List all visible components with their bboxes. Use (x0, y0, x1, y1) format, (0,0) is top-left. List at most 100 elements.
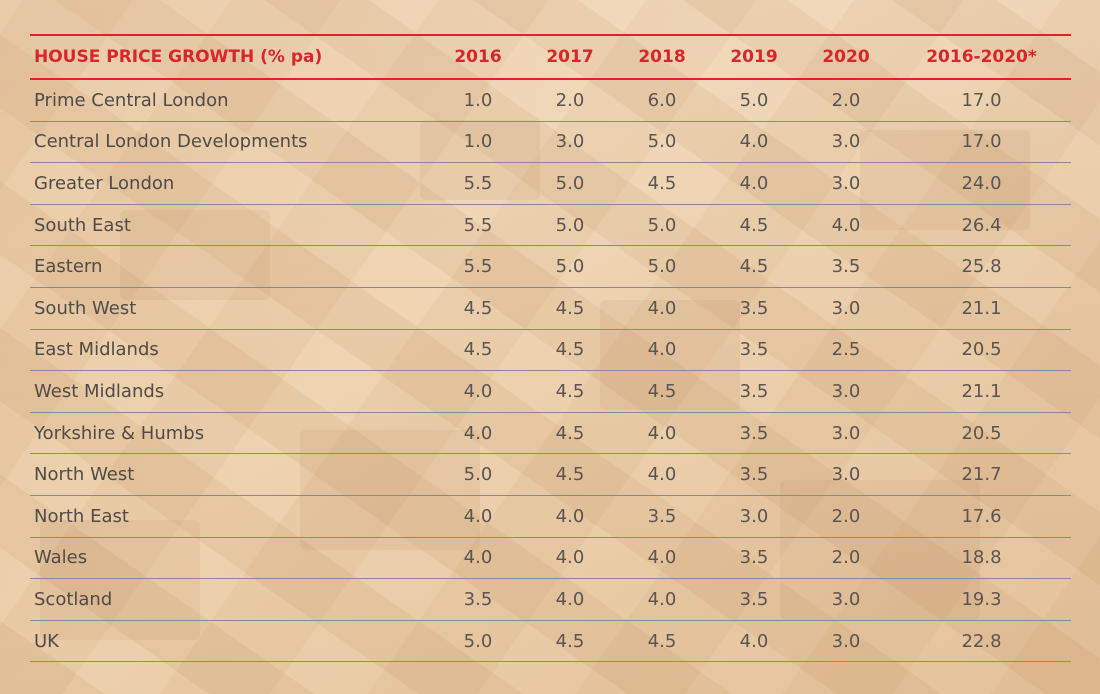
annual-growth-cell: 4.0 (708, 620, 800, 663)
annual-growth-cell: 2.0 (800, 537, 892, 580)
region-name-cell: West Midlands (30, 370, 432, 413)
annual-growth-cell: 4.0 (432, 412, 524, 455)
column-header-2016-2020: 2016-2020* (892, 34, 1071, 80)
table-row: North West 5.0 4.5 4.0 3.5 3.0 21.7 (30, 453, 1071, 496)
annual-growth-cell: 4.5 (524, 287, 616, 330)
annual-growth-cell: 4.5 (524, 412, 616, 455)
cumulative-growth-cell: 22.8 (892, 620, 1071, 663)
region-name-cell: Central London Developments (30, 121, 432, 164)
annual-growth-cell: 4.0 (616, 453, 708, 496)
cumulative-growth-cell: 17.0 (892, 121, 1071, 164)
table-row: Wales 4.0 4.0 4.0 3.5 2.0 18.8 (30, 537, 1071, 580)
column-header-2020: 2020 (800, 34, 892, 80)
annual-growth-cell: 3.0 (800, 287, 892, 330)
annual-growth-cell: 3.5 (616, 495, 708, 538)
cumulative-growth-cell: 19.3 (892, 578, 1071, 621)
annual-growth-cell: 2.0 (800, 79, 892, 122)
region-name-cell: Greater London (30, 162, 432, 205)
annual-growth-cell: 3.0 (800, 453, 892, 496)
cumulative-growth-cell: 26.4 (892, 204, 1071, 247)
annual-growth-cell: 5.0 (524, 162, 616, 205)
annual-growth-cell: 4.5 (524, 620, 616, 663)
annual-growth-cell: 4.5 (616, 620, 708, 663)
annual-growth-cell: 3.5 (708, 537, 800, 580)
region-name-cell: Prime Central London (30, 79, 432, 122)
annual-growth-cell: 4.5 (708, 204, 800, 247)
annual-growth-cell: 4.0 (708, 121, 800, 164)
column-header-2019: 2019 (708, 34, 800, 80)
column-header-2018: 2018 (616, 34, 708, 80)
cumulative-growth-cell: 24.0 (892, 162, 1071, 205)
annual-growth-cell: 5.0 (616, 245, 708, 288)
column-header-2016: 2016 (432, 34, 524, 80)
cumulative-growth-cell: 17.0 (892, 79, 1071, 122)
annual-growth-cell: 3.5 (800, 245, 892, 288)
region-name-cell: South West (30, 287, 432, 330)
annual-growth-cell: 4.0 (616, 329, 708, 372)
annual-growth-cell: 3.0 (800, 121, 892, 164)
annual-growth-cell: 5.5 (432, 162, 524, 205)
annual-growth-cell: 5.5 (432, 204, 524, 247)
annual-growth-cell: 1.0 (432, 79, 524, 122)
annual-growth-cell: 3.5 (708, 329, 800, 372)
annual-growth-cell: 4.5 (432, 287, 524, 330)
annual-growth-cell: 4.0 (524, 578, 616, 621)
region-name-cell: Wales (30, 537, 432, 580)
cumulative-growth-cell: 21.1 (892, 370, 1071, 413)
table-row: Greater London 5.5 5.0 4.5 4.0 3.0 24.0 (30, 162, 1071, 205)
annual-growth-cell: 4.5 (708, 245, 800, 288)
annual-growth-cell: 4.5 (524, 329, 616, 372)
region-name-cell: South East (30, 204, 432, 247)
table-row: Scotland 3.5 4.0 4.0 3.5 3.0 19.3 (30, 578, 1071, 621)
cumulative-growth-cell: 21.1 (892, 287, 1071, 330)
table-body: Prime Central London 1.0 2.0 6.0 5.0 2.0 17.0 C… (30, 79, 1071, 663)
region-name-cell: East Midlands (30, 329, 432, 372)
annual-growth-cell: 4.5 (524, 453, 616, 496)
column-header-region: HOUSE PRICE GROWTH (% pa) (30, 34, 432, 80)
annual-growth-cell: 3.5 (432, 578, 524, 621)
annual-growth-cell: 5.0 (432, 620, 524, 663)
table-row: Central London Developments 1.0 3.0 5.0 4.0 3… (30, 121, 1071, 164)
annual-growth-cell: 4.0 (616, 537, 708, 580)
table-row: Yorkshire & Humbs 4.0 4.5 4.0 3.5 3.0 20.5 (30, 412, 1071, 455)
annual-growth-cell: 3.0 (800, 162, 892, 205)
annual-growth-cell: 5.0 (524, 204, 616, 247)
annual-growth-cell: 2.5 (800, 329, 892, 372)
annual-growth-cell: 3.0 (800, 578, 892, 621)
annual-growth-cell: 5.0 (524, 245, 616, 288)
annual-growth-cell: 4.0 (432, 370, 524, 413)
annual-growth-cell: 3.0 (524, 121, 616, 164)
cumulative-growth-cell: 20.5 (892, 329, 1071, 372)
table-row: South West 4.5 4.5 4.0 3.5 3.0 21.1 (30, 287, 1071, 330)
annual-growth-cell: 4.0 (616, 412, 708, 455)
table-row: South East 5.5 5.0 5.0 4.5 4.0 26.4 (30, 204, 1071, 247)
table-header: HOUSE PRICE GROWTH (% pa) 2016 2017 2018 201… (30, 34, 1071, 80)
house-price-growth-table: HOUSE PRICE GROWTH (% pa) 2016 2017 2018 201… (30, 34, 1071, 663)
annual-growth-cell: 3.5 (708, 287, 800, 330)
cumulative-growth-cell: 21.7 (892, 453, 1071, 496)
annual-growth-cell: 3.5 (708, 453, 800, 496)
annual-growth-cell: 3.0 (800, 370, 892, 413)
cumulative-growth-cell: 20.5 (892, 412, 1071, 455)
table-row: Prime Central London 1.0 2.0 6.0 5.0 2.0 17.0 (30, 79, 1071, 122)
column-header-2017: 2017 (524, 34, 616, 80)
annual-growth-cell: 4.5 (524, 370, 616, 413)
annual-growth-cell: 4.5 (616, 162, 708, 205)
region-name-cell: North West (30, 453, 432, 496)
annual-growth-cell: 3.0 (800, 620, 892, 663)
annual-growth-cell: 3.5 (708, 412, 800, 455)
annual-growth-cell: 4.0 (708, 162, 800, 205)
annual-growth-cell: 5.0 (616, 204, 708, 247)
annual-growth-cell: 4.0 (800, 204, 892, 247)
table-row: North East 4.0 4.0 3.5 3.0 2.0 17.6 (30, 495, 1071, 538)
annual-growth-cell: 5.0 (432, 453, 524, 496)
region-name-cell: Yorkshire & Humbs (30, 412, 432, 455)
cumulative-growth-cell: 17.6 (892, 495, 1071, 538)
header-row: HOUSE PRICE GROWTH (% pa) 2016 2017 2018 201… (30, 34, 1071, 80)
table-row: East Midlands 4.5 4.5 4.0 3.5 2.5 20.5 (30, 329, 1071, 372)
annual-growth-cell: 3.5 (708, 370, 800, 413)
region-name-cell: North East (30, 495, 432, 538)
annual-growth-cell: 1.0 (432, 121, 524, 164)
cumulative-growth-cell: 18.8 (892, 537, 1071, 580)
region-name-cell: Eastern (30, 245, 432, 288)
